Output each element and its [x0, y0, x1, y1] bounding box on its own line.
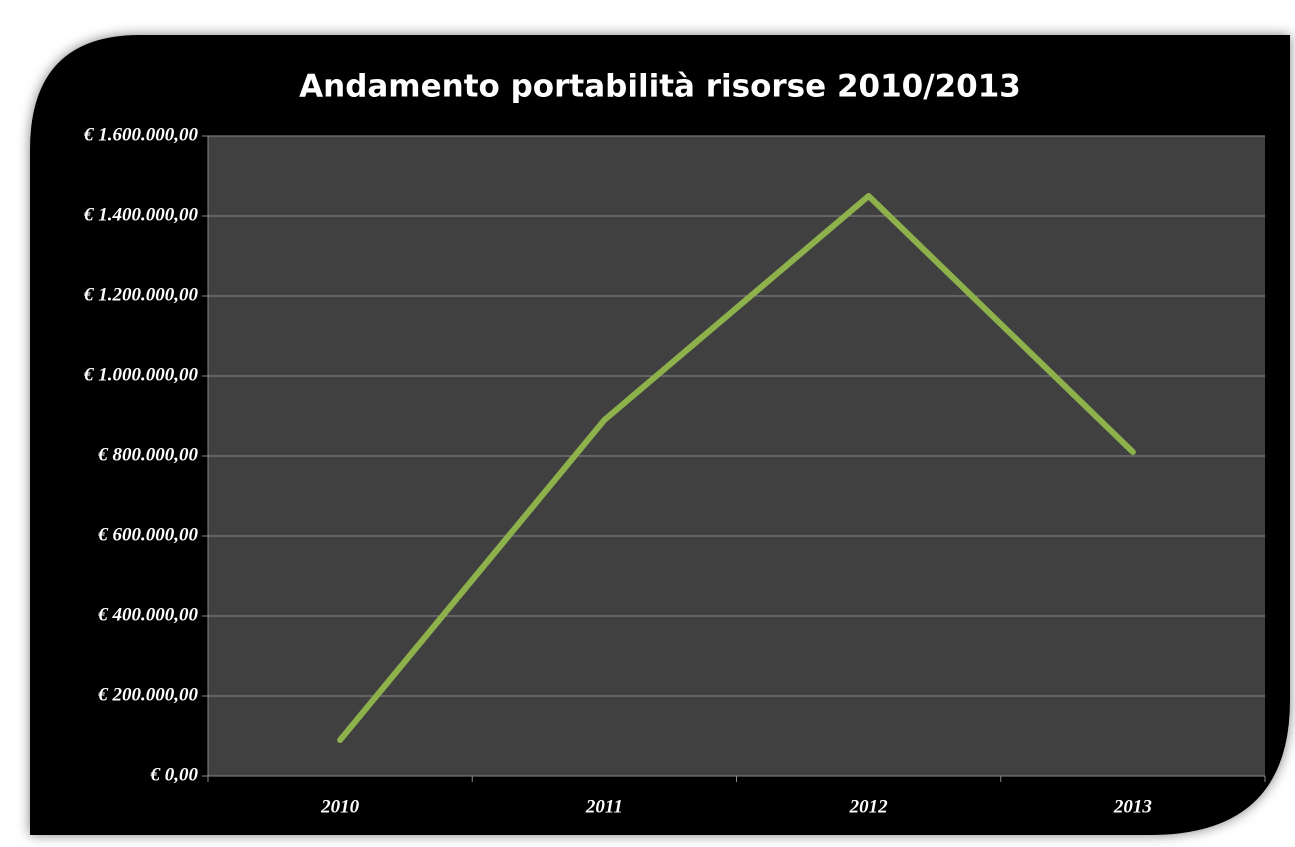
- y-tick-label: € 200.000,00: [97, 684, 198, 705]
- y-tick-label: € 600.000,00: [97, 524, 198, 545]
- y-tick-label: € 1.000.000,00: [83, 364, 199, 385]
- x-tick-label: 2013: [1113, 796, 1152, 817]
- x-tick-label: 2012: [849, 796, 889, 817]
- y-tick-label: € 0,00: [150, 764, 199, 785]
- y-tick-label: € 1.200.000,00: [83, 284, 199, 305]
- y-tick-label: € 400.000,00: [97, 604, 198, 625]
- y-tick-label: € 800.000,00: [97, 444, 198, 465]
- y-tick-label: € 1.400.000,00: [83, 204, 199, 225]
- x-tick-label: 2010: [320, 796, 360, 817]
- data-line: [337, 193, 1136, 743]
- chart-title: Andamento portabilità risorse 2010/2013: [299, 69, 1021, 105]
- y-tick-label: € 1.600.000,00: [83, 124, 199, 145]
- x-tick-label: 2011: [585, 796, 623, 817]
